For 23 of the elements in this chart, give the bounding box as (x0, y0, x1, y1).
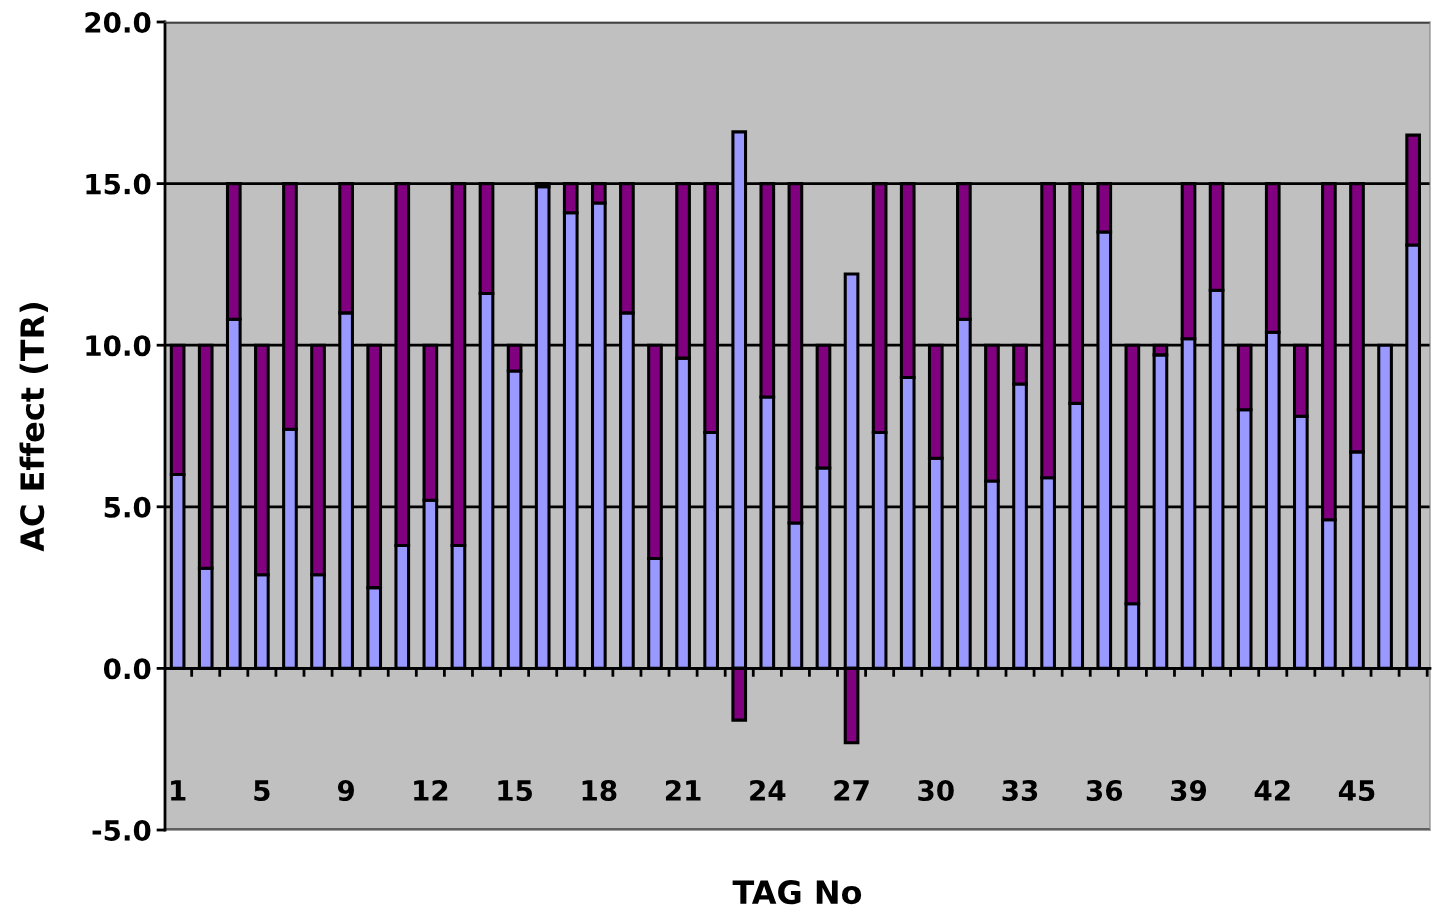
x-tick-label: 15 (498, 780, 532, 802)
y-tick-label: 5.0 (104, 496, 151, 518)
x-tick-label: 24 (750, 780, 786, 801)
x-tick-label: 9 (337, 780, 354, 802)
x-tick-label: 42 (1254, 780, 1290, 801)
y-tick-label: -5.0 (92, 819, 151, 841)
x-tick-label: 21 (665, 780, 701, 801)
y-tick-label: 0.0 (103, 658, 151, 680)
x-axis-title: TAG No (732, 880, 862, 905)
y-tick-label: 10.0 (86, 335, 151, 357)
x-tick-label: 45 (1338, 780, 1375, 802)
x-tick-label: 36 (1086, 780, 1123, 802)
y-axis-title: AC Effect (TR) (19, 303, 49, 552)
x-tick-label: 30 (918, 780, 954, 802)
x-tick-label: 27 (834, 780, 869, 801)
x-tick-label: 5 (254, 780, 270, 802)
y-tick-label: 20.0 (85, 11, 151, 33)
x-tick-label: 18 (582, 780, 617, 802)
x-tick-label: 1 (171, 780, 186, 801)
x-tick-label: 12 (414, 780, 448, 801)
y-tick-label: 15.0 (86, 173, 151, 195)
x-tick-label: 33 (1002, 780, 1038, 802)
x-tick-label: 39 (1171, 780, 1207, 802)
